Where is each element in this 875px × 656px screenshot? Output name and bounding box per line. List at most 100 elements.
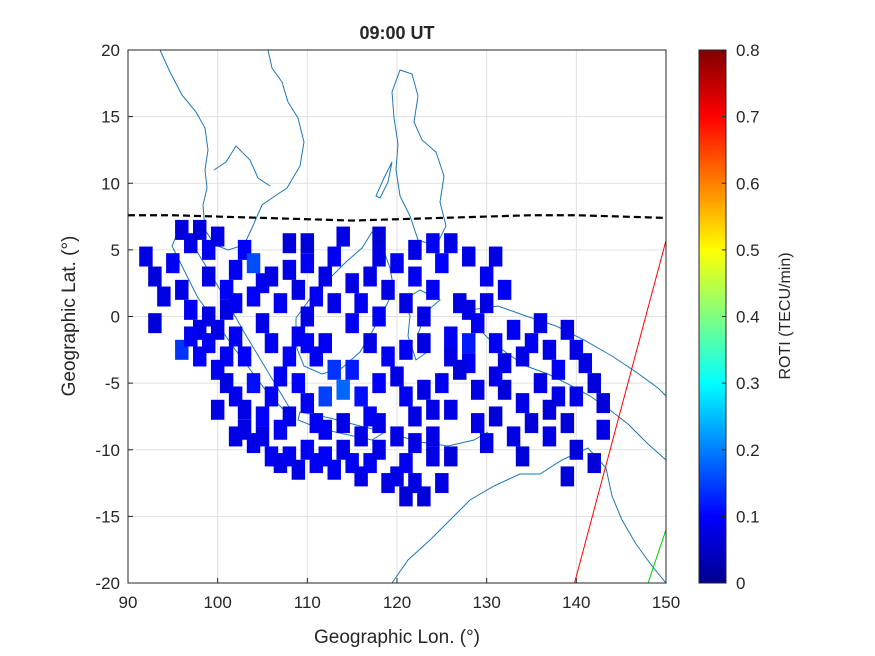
roti-cell — [408, 239, 422, 260]
roti-cell — [533, 373, 548, 394]
roti-cell — [479, 433, 494, 454]
roti-cell — [291, 279, 306, 300]
roti-cell — [336, 413, 350, 434]
colorbar — [698, 49, 727, 584]
roti-cell — [479, 293, 494, 314]
x-tick-label: 110 — [294, 593, 321, 612]
y-tick-label: -15 — [95, 507, 120, 526]
roti-cell — [596, 393, 610, 414]
colorbar-tick-label: 0.7 — [736, 108, 760, 127]
roti-cell — [417, 333, 431, 354]
roti-cell — [264, 333, 279, 354]
roti-cell — [282, 346, 297, 367]
roti-cell — [426, 446, 440, 467]
roti-cell — [300, 253, 315, 274]
roti-cell — [282, 233, 297, 254]
roti-cell — [291, 373, 306, 394]
roti-cell — [399, 339, 413, 360]
roti-cell — [228, 293, 243, 314]
coastline-australia — [391, 447, 666, 583]
colorbar-tick-label: 0.1 — [736, 507, 760, 526]
roti-cell — [524, 413, 539, 434]
y-tick-label: -10 — [95, 441, 120, 460]
track-line — [574, 240, 666, 583]
roti-cell — [318, 266, 332, 287]
roti-cell — [184, 326, 198, 347]
roti-cell — [399, 453, 413, 474]
roti-cell — [417, 306, 431, 327]
roti-cell — [318, 386, 332, 407]
roti-cell — [381, 279, 395, 300]
roti-cell — [345, 313, 359, 334]
roti-cell — [399, 386, 413, 407]
roti-cell — [201, 306, 216, 327]
roti-cell — [381, 346, 395, 367]
roti-cell — [462, 333, 476, 354]
roti-cell — [426, 399, 440, 420]
roti-cell — [390, 366, 404, 387]
roti-cell — [444, 446, 458, 467]
roti-cell — [506, 319, 521, 340]
roti-cell — [300, 393, 315, 414]
x-tick-label: 140 — [562, 593, 590, 612]
roti-cell — [569, 439, 584, 460]
roti-cell — [327, 293, 341, 314]
colorbar-tick-label: 0.4 — [736, 308, 760, 327]
roti-cell — [166, 253, 180, 274]
roti-cell — [273, 366, 288, 387]
roti-cell — [273, 419, 288, 440]
colorbar-tick-label: 0.5 — [736, 241, 760, 260]
roti-cell — [354, 386, 368, 407]
roti-cell — [390, 253, 404, 274]
roti-cell — [345, 359, 359, 380]
roti-cell — [372, 439, 386, 460]
roti-cell — [336, 226, 350, 247]
roti-cell — [282, 259, 297, 280]
roti-cell — [542, 426, 557, 447]
roti-cell — [148, 313, 162, 334]
y-tick-label: 15 — [101, 108, 120, 127]
roti-cell — [273, 293, 288, 314]
roti-cell — [426, 426, 440, 447]
roti-cell — [291, 459, 306, 480]
roti-cell — [569, 386, 584, 407]
roti-cell — [255, 313, 270, 334]
roti-cell — [255, 426, 270, 447]
roti-cell — [435, 473, 449, 494]
x-tick-label: 120 — [383, 593, 411, 612]
roti-cell — [354, 426, 368, 447]
roti-cell — [228, 259, 243, 280]
roti-cell — [148, 266, 162, 287]
roti-cell — [462, 299, 476, 320]
roti-cells — [139, 219, 610, 507]
roti-cell — [497, 279, 512, 300]
roti-cell — [408, 433, 422, 454]
roti-cell — [488, 246, 503, 267]
roti-cell — [470, 413, 485, 434]
roti-cell — [363, 266, 377, 287]
roti-cell — [228, 426, 243, 447]
roti-cell — [417, 379, 431, 400]
x-tick-label: 90 — [119, 593, 138, 612]
roti-cell — [372, 413, 386, 434]
track-line — [647, 529, 666, 583]
roti-cell — [587, 453, 601, 474]
roti-cell — [551, 359, 566, 380]
roti-cell — [264, 386, 279, 407]
roti-cell — [246, 286, 261, 307]
roti-cell — [560, 413, 575, 434]
roti-cell — [372, 226, 386, 247]
roti-cell — [560, 466, 575, 487]
roti-cell — [363, 333, 377, 354]
colorbar-label: ROTI (TECU/min) — [777, 252, 794, 379]
roti-cell — [246, 373, 261, 394]
roti-cell — [417, 486, 431, 507]
roti-cell — [587, 373, 601, 394]
roti-cell — [309, 286, 324, 307]
roti-cell — [533, 313, 548, 334]
roti-cell — [488, 366, 503, 387]
roti-cell — [184, 299, 198, 320]
roti-cell — [444, 399, 458, 420]
roti-cell — [327, 359, 341, 380]
